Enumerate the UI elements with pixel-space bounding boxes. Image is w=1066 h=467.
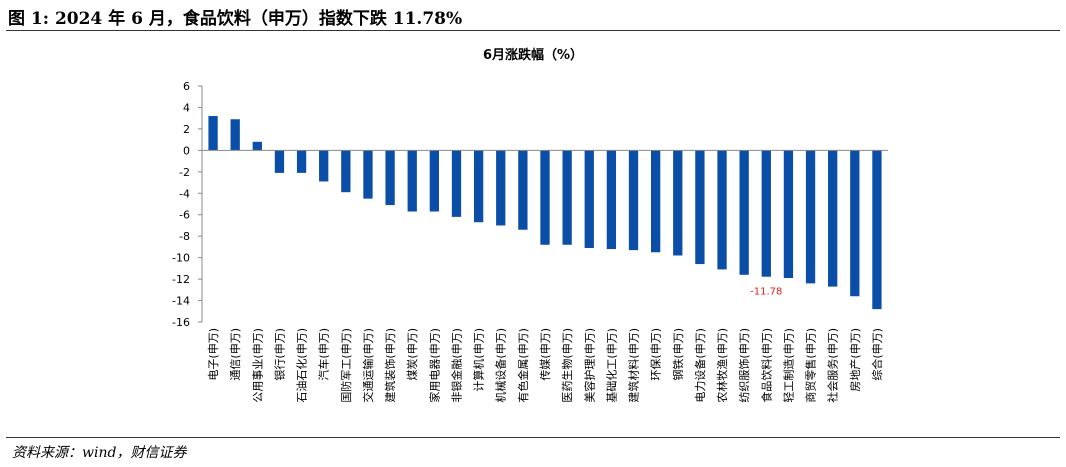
y-tick-label: -2	[179, 166, 190, 179]
y-tick-label: 0	[183, 144, 190, 157]
bar	[363, 150, 373, 199]
x-tick-label: 建筑材料(申万)	[627, 328, 641, 403]
bar	[650, 150, 661, 253]
y-tick-label: 2	[183, 123, 190, 136]
x-tick-label: 计算机(申万)	[472, 328, 486, 392]
bar	[274, 150, 285, 173]
x-tick-label: 汽车(申万)	[317, 328, 331, 381]
bar	[407, 150, 417, 212]
y-tick-label: -8	[179, 230, 190, 243]
top-rule	[6, 30, 1060, 31]
x-tick-label: 公用事业(申万)	[251, 328, 264, 403]
x-tick-label: 国防军工(申万)	[339, 328, 353, 403]
bar	[319, 150, 329, 182]
x-tick-label: 钢铁(申万)	[672, 328, 685, 381]
y-tick-label: -14	[172, 295, 190, 308]
x-tick-label: 传媒(申万)	[539, 328, 552, 381]
y-tick-label: -12	[172, 273, 190, 286]
figure-title: 图 1: 2024 年 6 月，食品饮料（申万）指数下跌 11.78%	[8, 9, 463, 29]
y-axis: 6 4 2 0 -2 -4 -6 -8 -10 -12 -14 -16	[172, 80, 203, 329]
x-tick-label: 美容护理(申万)	[582, 328, 596, 403]
bar	[296, 150, 307, 173]
x-tick-label: 食品饮料(申万)	[759, 328, 773, 403]
x-tick-label: 建筑装饰(申万)	[383, 328, 397, 403]
x-tick-label: 有色金属(申万)	[516, 328, 530, 403]
y-tick-label: -10	[172, 252, 190, 265]
bar-chart: 6月涨跌幅（%） 6 4 2 0 -2 -4 -6 -8 -10 -12 -14 -16 电子(申万)…	[172, 47, 888, 403]
x-tick-label: 石油石化(申万)	[295, 328, 309, 403]
x-tick-label: 综合(申万)	[870, 328, 884, 381]
y-tick-label: -6	[179, 209, 190, 222]
x-tick-label: 交通运输(申万)	[361, 328, 375, 403]
x-tick-label: 纺织服饰(申万)	[737, 328, 751, 403]
x-tick-label: 房地产(申万)	[848, 328, 862, 392]
bar	[562, 150, 572, 245]
y-tick-label: -4	[179, 187, 190, 200]
bar	[805, 150, 816, 284]
bar	[540, 150, 550, 245]
y-tick-label: 6	[183, 80, 190, 93]
bar	[496, 150, 506, 226]
x-tick-label: 社会服务(申万)	[826, 328, 840, 403]
x-tick-label: 电子(申万)	[207, 328, 220, 381]
x-tick-label: 医药生物(申万)	[560, 328, 574, 403]
x-tick-label: 商贸零售(申万)	[804, 328, 818, 403]
bar	[606, 150, 617, 250]
y-tick-label: -16	[172, 316, 190, 329]
bottom-rule	[6, 437, 1060, 438]
bar	[451, 150, 462, 217]
bars-group	[208, 116, 882, 310]
bar	[761, 150, 771, 277]
bar	[208, 116, 218, 151]
bar	[850, 150, 860, 297]
bar	[739, 150, 749, 275]
bar	[628, 150, 639, 251]
bar	[872, 150, 882, 310]
bar	[518, 150, 528, 230]
bar	[385, 150, 395, 206]
bar	[584, 150, 594, 248]
bar	[341, 150, 351, 193]
x-tick-label: 环保(申万)	[649, 328, 663, 381]
x-tick-label: 通信(申万)	[229, 328, 242, 381]
bar	[252, 141, 262, 151]
annotations-group: -11.78	[750, 287, 782, 298]
bar	[429, 150, 440, 212]
bar	[473, 150, 484, 223]
x-tick-label: 电力设备(申万)	[693, 328, 707, 403]
bar	[673, 150, 683, 256]
x-tick-label: 家用电器(申万)	[427, 328, 441, 403]
chart-container: 6月涨跌幅（%） 6 4 2 0 -2 -4 -6 -8 -10 -12 -14 -16 电子(申万)…	[0, 32, 1066, 434]
x-tick-label: 非银金融(申万)	[449, 328, 463, 403]
y-tick-label: 4	[183, 101, 190, 114]
chart-title: 6月涨跌幅（%）	[483, 47, 583, 63]
data-label: -11.78	[750, 287, 782, 298]
x-tick-label: 银行(申万)	[272, 328, 286, 381]
bar	[717, 150, 727, 270]
bar	[828, 150, 838, 287]
x-axis: 电子(申万) 通信(申万) 公用事业(申万) 银行(申万) 石油石化(申万) 汽车(申万)…	[202, 149, 888, 403]
source-note: 资料来源：wind，财信证券	[12, 445, 187, 461]
x-tick-label: 机械设备(申万)	[494, 328, 508, 403]
x-tick-label: 农林牧渔(申万)	[715, 328, 729, 403]
bar	[230, 119, 240, 151]
x-tick-label: 煤炭(申万)	[406, 328, 419, 381]
bar	[783, 150, 794, 279]
bar	[695, 150, 705, 265]
x-tick-label: 基础化工(申万)	[604, 328, 618, 403]
x-tick-label: 轻工制造(申万)	[781, 328, 795, 403]
